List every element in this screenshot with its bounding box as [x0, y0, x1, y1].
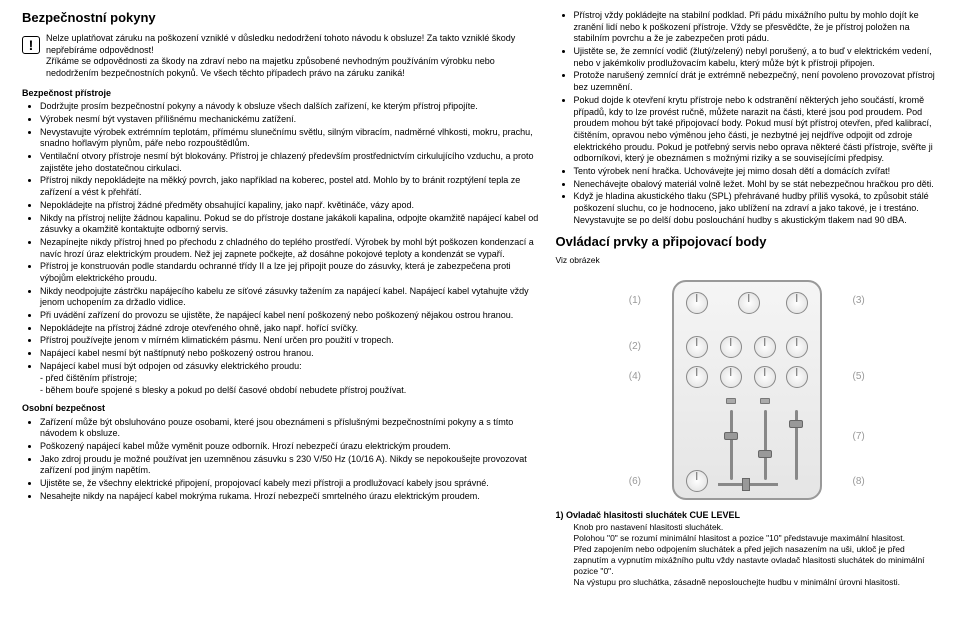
list-item: Když je hladina akustického tlaku (SPL) …	[574, 191, 939, 226]
knob-icon	[786, 366, 808, 388]
list-item: Přístroj vždy pokládejte na stabilní pod…	[574, 10, 939, 45]
diagram-label-7: (7)	[853, 430, 865, 443]
section-title-personal: Osobní bezpečnost	[22, 403, 540, 415]
diagram-label-6: (6)	[629, 475, 641, 488]
knob-icon	[720, 366, 742, 388]
warning-line-2: Zříkáme se odpovědnosti za škody na zdra…	[46, 56, 540, 79]
controls-subtitle: Viz obrázek	[556, 255, 939, 266]
list-item: Napájecí kabel musí být odpojen od zásuv…	[40, 361, 540, 373]
diagram-label-4: (4)	[629, 370, 641, 383]
controls-title: Ovládací prvky a připojovací body	[556, 234, 939, 251]
list-item: Nepokládejte na přístroj žádné předměty …	[40, 200, 540, 212]
list-item: Dodržujte prosím bezpečnostní pokyny a n…	[40, 101, 540, 113]
list-item: Nezapínejte nikdy přístroj hned po přech…	[40, 237, 540, 260]
knob-icon	[686, 470, 708, 492]
list-item: Ujistěte se, že zemnící vodič (žlutý/zel…	[574, 46, 939, 69]
device-safety-list: Dodržujte prosím bezpečnostní pokyny a n…	[22, 101, 540, 372]
control-description: 1) Ovladač hlasitosti sluchátek CUE LEVE…	[556, 510, 939, 588]
diagram-label-8: (8)	[853, 475, 865, 488]
left-column: Bezpečnostní pokyny ! Nelze uplatňovat z…	[14, 10, 548, 620]
sub-item: - během bouře spojené s blesky a pokud p…	[40, 385, 540, 397]
warning-block: ! Nelze uplatňovat záruku na poškození v…	[22, 33, 540, 80]
list-item: Ventilační otvory přístroje nesmí být bl…	[40, 151, 540, 174]
knob-icon	[686, 366, 708, 388]
sub-item: - před čištěním přístroje;	[40, 373, 540, 385]
list-item: Nikdy neodpojujte zástrčku napájecího ka…	[40, 286, 540, 309]
knob-icon	[754, 336, 776, 358]
knob-icon	[686, 336, 708, 358]
mixer-panel	[672, 280, 822, 500]
list-item: Zařízení může být obsluhováno pouze osob…	[40, 417, 540, 440]
slider-icon	[764, 410, 767, 480]
knob-icon	[786, 336, 808, 358]
right-safety-list: Přístroj vždy pokládejte na stabilní pod…	[556, 10, 939, 226]
control-desc-body: Knob pro nastavení hlasitosti sluchátek.…	[556, 522, 939, 588]
list-item: Napájecí kabel nesmí být naštípnutý nebo…	[40, 348, 540, 360]
control-desc-heading: 1) Ovladač hlasitosti sluchátek CUE LEVE…	[556, 510, 939, 522]
desc-line: Polohou "0" se rozumí minimální hlasitos…	[574, 533, 939, 544]
knob-icon	[686, 292, 708, 314]
knob-icon	[754, 366, 776, 388]
list-item: Nepokládejte na přístroj žádné zdroje ot…	[40, 323, 540, 335]
desc-line: Knob pro nastavení hlasitosti sluchátek.	[574, 522, 939, 533]
crossfader-icon	[718, 483, 778, 486]
list-item: Nevystavujte výrobek extrémním teplotám,…	[40, 127, 540, 150]
warning-icon: !	[22, 36, 40, 54]
list-item: Ujistěte se, že všechny elektrické připo…	[40, 478, 540, 490]
list-item: Poškozený napájecí kabel může vyměnit po…	[40, 441, 540, 453]
list-item: Jako zdroj proudu je možné používat jen …	[40, 454, 540, 477]
sub-list: - před čištěním přístroje; - během bouře…	[22, 373, 540, 396]
warning-text: Nelze uplatňovat záruku na poškození vzn…	[46, 33, 540, 80]
slider-icon	[795, 410, 798, 480]
warning-line-1: Nelze uplatňovat záruku na poškození vzn…	[46, 33, 540, 56]
list-item: Při uvádění zařízení do provozu se ujist…	[40, 310, 540, 322]
knob-icon	[738, 292, 760, 314]
diagram-label-1: (1)	[629, 294, 641, 307]
mixer-diagram: (1) (2) (4) (6) (3) (5) (7) (8)	[637, 280, 857, 500]
list-item: Přístroj používejte jenom v mírném klima…	[40, 335, 540, 347]
button-icon	[726, 398, 736, 404]
personal-safety-list: Zařízení může být obsluhováno pouze osob…	[22, 417, 540, 503]
list-item: Výrobek nesmí být vystaven přílišnému me…	[40, 114, 540, 126]
section-title-device: Bezpečnost přístroje	[22, 88, 540, 100]
diagram-label-3: (3)	[853, 294, 865, 307]
list-item: Přístroj nikdy nepokládejte na měkký pov…	[40, 175, 540, 198]
list-item: Pokud dojde k otevření krytu přístroje n…	[574, 95, 939, 165]
right-column: Přístroj vždy pokládejte na stabilní pod…	[548, 10, 947, 620]
knob-icon	[786, 292, 808, 314]
list-item: Protože narušený zemnící drát je extrémn…	[574, 70, 939, 93]
knob-icon	[720, 336, 742, 358]
list-item: Nesahejte nikdy na napájecí kabel mokrým…	[40, 491, 540, 503]
button-icon	[760, 398, 770, 404]
list-item: Přístroj je konstruován podle standardu …	[40, 261, 540, 284]
desc-line: Na výstupu pro sluchátka, zásadně neposl…	[574, 577, 939, 588]
page-title: Bezpečnostní pokyny	[22, 10, 540, 27]
diagram-label-2: (2)	[629, 340, 641, 353]
slider-icon	[730, 410, 733, 480]
list-item: Nikdy na přístroj nelijte žádnou kapalin…	[40, 213, 540, 236]
list-item: Tento výrobek není hračka. Uchovávejte j…	[574, 166, 939, 178]
desc-line: Před zapojením nebo odpojením sluchátek …	[574, 544, 939, 577]
list-item: Nenechávejte obalový materiál volně leže…	[574, 179, 939, 191]
diagram-label-5: (5)	[853, 370, 865, 383]
